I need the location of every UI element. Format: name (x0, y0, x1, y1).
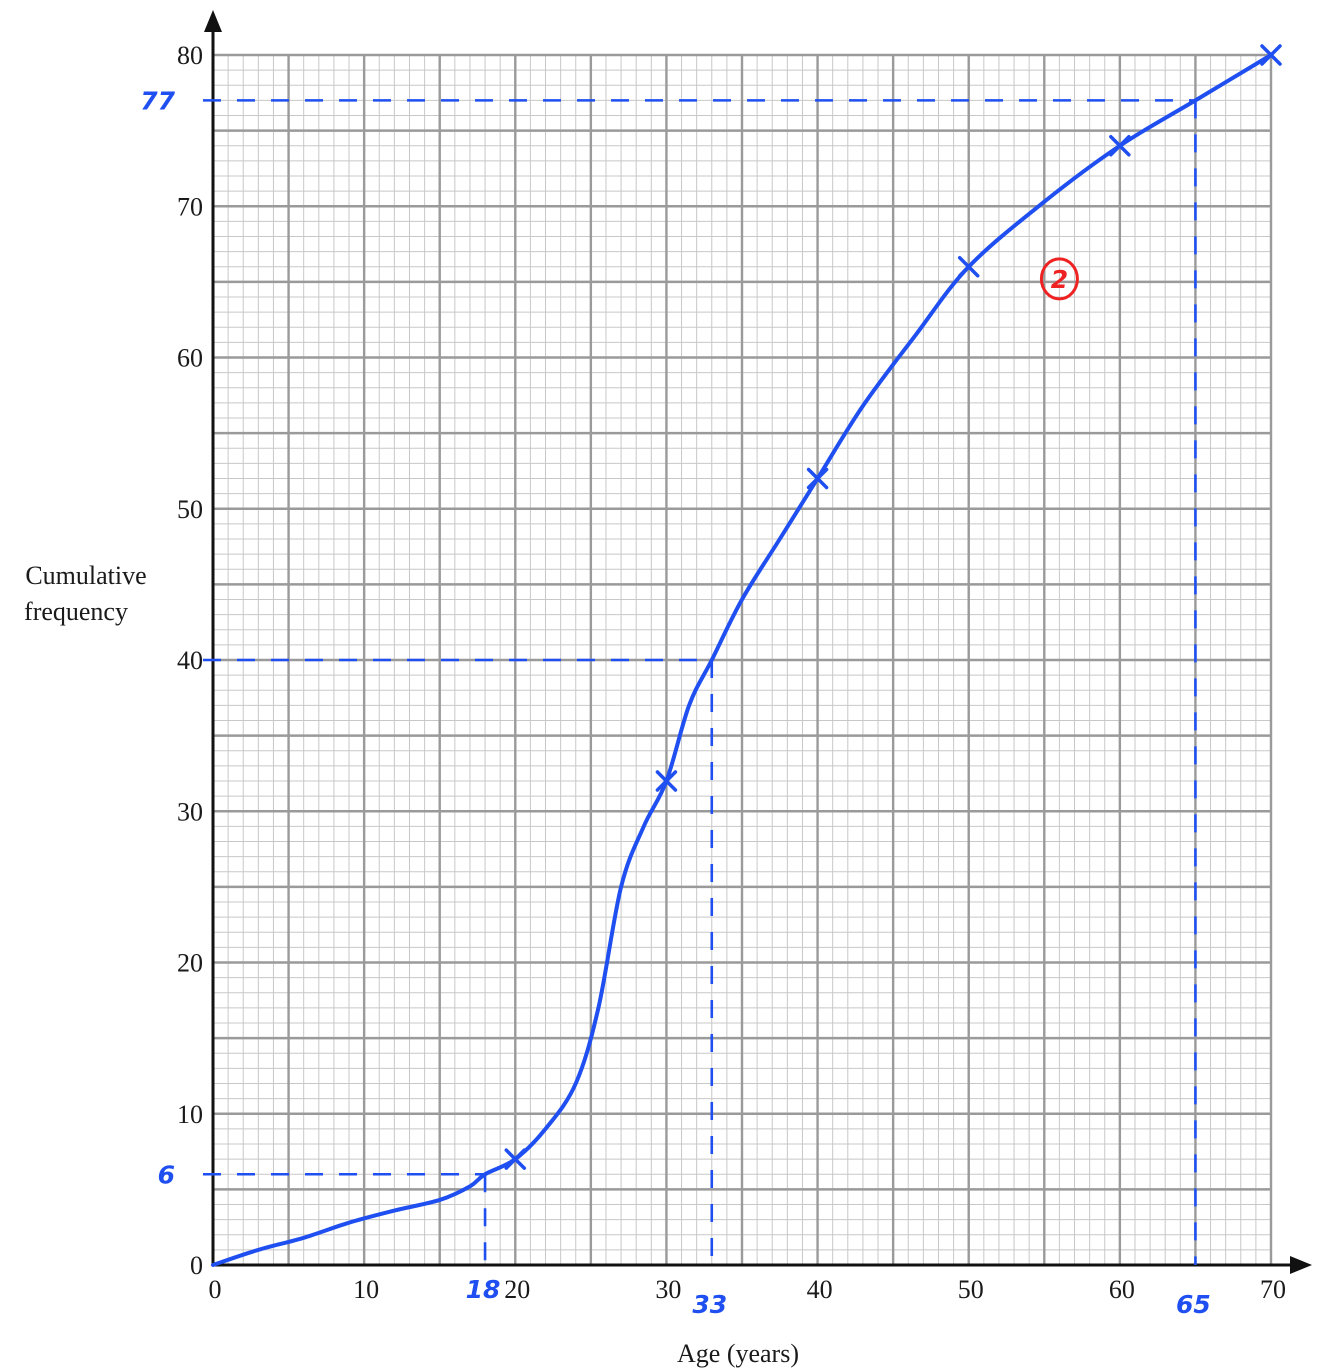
y-axis-label-line1: Cumulative (25, 561, 146, 590)
x-tick-label: 50 (958, 1275, 984, 1304)
y-tick-label: 70 (177, 192, 203, 221)
data-point-cross (957, 256, 980, 278)
x-axis-arrow (1290, 1256, 1312, 1274)
question-annotations: 12 (1039, 257, 1079, 301)
reading-y-label: 6 (158, 1160, 175, 1189)
x-tick-label: 40 (807, 1275, 833, 1304)
y-tick-label: 30 (177, 797, 203, 826)
x-tick-label: 10 (353, 1275, 379, 1304)
y-tick-label: 0 (190, 1251, 203, 1280)
y-axis-label-line2: frequency (24, 597, 128, 626)
data-point-cross (1109, 135, 1131, 157)
annotation-number: 2 (1051, 265, 1068, 294)
data-point-cross (806, 467, 829, 490)
reading-x-label: 65 (1176, 1290, 1211, 1319)
data-point-cross (1260, 44, 1282, 66)
y-tick-label: 40 (177, 646, 203, 675)
x-tick-labels: 0 10 20 30 40 50 60 70 (209, 1275, 1287, 1304)
data-point-cross (655, 770, 678, 792)
x-tick-label: 70 (1260, 1275, 1286, 1304)
plotted-points (504, 44, 1282, 1170)
y-tick-label: 20 (177, 949, 203, 978)
y-tick-labels: 0 10 20 30 40 50 60 70 80 (177, 41, 203, 1280)
y-tick-label: 50 (177, 495, 203, 524)
axes (204, 10, 1312, 1274)
reading-x-label: 33 (692, 1290, 727, 1319)
x-tick-label: 30 (655, 1275, 681, 1304)
reading-lines: 6 18 33 77 65 (140, 86, 1211, 1319)
circled-annotation: 2 (1039, 257, 1079, 301)
x-tick-label: 20 (504, 1275, 530, 1304)
data-point-cross (504, 1148, 527, 1170)
reading-y-label: 77 (140, 86, 175, 115)
x-axis-label: Age (years) (677, 1339, 799, 1368)
x-tick-label: 0 (209, 1275, 222, 1304)
y-tick-label: 80 (177, 41, 203, 70)
x-tick-label: 60 (1109, 1275, 1135, 1304)
reading-x-label: 18 (466, 1275, 501, 1304)
y-tick-label: 60 (177, 344, 203, 373)
y-axis-arrow (204, 10, 222, 32)
major-grid (211, 53, 1273, 1267)
y-tick-label: 10 (177, 1100, 203, 1129)
